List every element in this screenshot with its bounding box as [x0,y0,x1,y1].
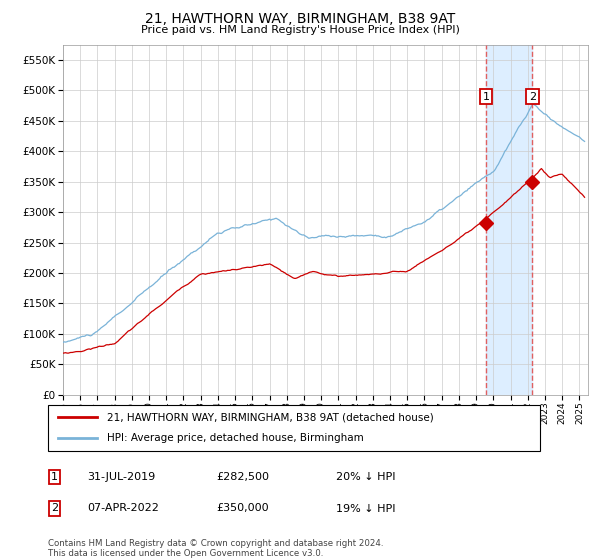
Text: 2: 2 [51,503,58,514]
Text: 21, HAWTHORN WAY, BIRMINGHAM, B38 9AT (detached house): 21, HAWTHORN WAY, BIRMINGHAM, B38 9AT (d… [107,412,434,422]
Text: £350,000: £350,000 [216,503,269,514]
Text: 21, HAWTHORN WAY, BIRMINGHAM, B38 9AT: 21, HAWTHORN WAY, BIRMINGHAM, B38 9AT [145,12,455,26]
Text: Contains HM Land Registry data © Crown copyright and database right 2024.
This d: Contains HM Land Registry data © Crown c… [48,539,383,558]
Text: Price paid vs. HM Land Registry's House Price Index (HPI): Price paid vs. HM Land Registry's House … [140,25,460,35]
FancyBboxPatch shape [48,405,540,451]
Bar [486,45,532,395]
Text: 07-APR-2022: 07-APR-2022 [87,503,159,514]
Text: 19% ↓ HPI: 19% ↓ HPI [336,503,395,514]
Text: 31-JUL-2019: 31-JUL-2019 [87,472,155,482]
Text: 1: 1 [51,472,58,482]
Text: HPI: Average price, detached house, Birmingham: HPI: Average price, detached house, Birm… [107,433,364,444]
Text: £282,500: £282,500 [216,472,269,482]
Text: 1: 1 [482,91,490,101]
Text: 20% ↓ HPI: 20% ↓ HPI [336,472,395,482]
Text: 2: 2 [529,91,536,101]
